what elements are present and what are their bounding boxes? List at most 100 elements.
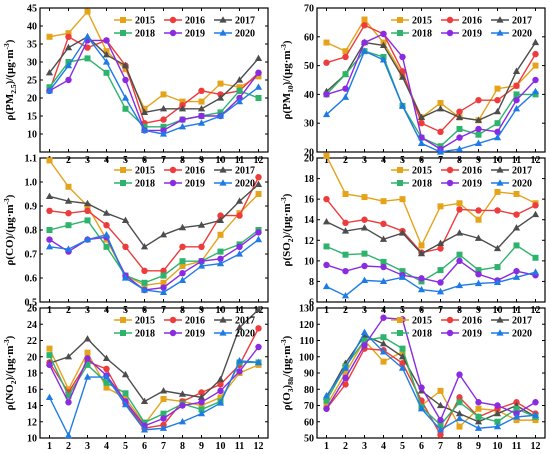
data-point (217, 248, 224, 255)
data-point (121, 274, 130, 281)
y-tick-label: 26 (27, 304, 37, 315)
data-point (178, 417, 187, 425)
data-point (513, 191, 520, 197)
data-point (380, 334, 387, 341)
data-point (494, 418, 501, 425)
legend-item-2019: 2019 (164, 29, 205, 40)
data-point (398, 229, 407, 236)
data-point (475, 413, 482, 420)
data-point (513, 211, 520, 218)
y-tick-label: 80 (304, 385, 314, 396)
series-line-2017 (48, 35, 260, 114)
data-point (160, 396, 167, 402)
data-point (122, 76, 129, 84)
legend-item-2017: 2017 (491, 16, 532, 27)
data-point (418, 275, 425, 282)
data-point (159, 387, 168, 394)
y-axis-label: ρ(O3)8h/(μg·m-3) (279, 335, 295, 410)
data-point (437, 416, 444, 424)
data-point (417, 113, 426, 121)
data-point (475, 125, 482, 133)
series-line-2019 (325, 317, 536, 422)
y-tick-label: 0.8 (25, 226, 38, 237)
x-tick-label: 4 (104, 441, 109, 452)
data-point (236, 87, 243, 94)
data-point (512, 67, 521, 74)
legend-label: 2018 (412, 179, 432, 190)
legend-label: 2019 (185, 29, 205, 40)
data-point (398, 273, 407, 280)
series-line-2018 (326, 244, 536, 283)
data-point (455, 414, 464, 422)
legend-item-2015: 2015 (114, 316, 155, 327)
data-point (360, 276, 369, 283)
data-point (380, 314, 387, 321)
legend-marker (169, 316, 177, 324)
series-line-2017 (325, 334, 536, 423)
data-point (323, 405, 330, 412)
data-point (417, 249, 426, 257)
x-tick-label: 10 (493, 441, 503, 452)
legend-marker (446, 329, 454, 337)
data-point (513, 405, 520, 412)
data-point (513, 417, 520, 424)
legend-item-2015: 2015 (114, 16, 155, 27)
series-2020 (45, 33, 263, 137)
y-tick-label: 6 (309, 298, 314, 309)
data-point (475, 399, 482, 406)
data-point (456, 399, 463, 406)
data-point (380, 30, 387, 38)
data-point (160, 410, 167, 417)
data-point (379, 235, 388, 242)
y-tick-label: 15 (27, 112, 37, 123)
data-point (198, 98, 205, 105)
legend-item-2020: 2020 (214, 329, 255, 340)
y-axis-label: ρ(PM10)/(μg·m-3) (279, 40, 295, 119)
legend: 2015 2016 2017 2018 2019 2020 (391, 16, 532, 40)
y-tick-label: 30 (27, 58, 37, 69)
data-point (254, 235, 263, 243)
data-point (45, 87, 54, 94)
legend-label: 2015 (135, 166, 155, 177)
data-point (178, 390, 187, 397)
y-tick-label: 0.5 (25, 298, 38, 309)
y-tick-label: 70 (304, 401, 314, 412)
data-point (322, 217, 331, 225)
data-point (160, 267, 167, 274)
legend: 2015 2016 2017 2018 2019 2020 (114, 166, 255, 190)
legend-item-2015: 2015 (391, 316, 432, 327)
data-point (493, 278, 502, 286)
data-point (342, 251, 349, 258)
y-tick-label: 130 (299, 304, 314, 315)
data-point (323, 397, 330, 404)
data-point (475, 131, 482, 138)
series-2020 (45, 357, 263, 439)
y-tick-label: 16 (27, 385, 37, 396)
data-point (417, 285, 426, 293)
data-point (512, 413, 521, 420)
data-point (83, 235, 92, 243)
data-point (122, 105, 129, 112)
legend-marker (496, 179, 504, 186)
data-point (198, 399, 205, 406)
legend-label: 2017 (512, 316, 532, 327)
data-point (323, 152, 330, 159)
series-2019 (323, 314, 539, 424)
x-tick-label: 3 (362, 441, 367, 452)
data-point (160, 284, 167, 291)
legend-label: 2020 (235, 329, 255, 340)
data-point (455, 145, 464, 152)
data-point (140, 243, 149, 250)
data-point (513, 242, 520, 249)
data-point (255, 73, 262, 80)
data-point (474, 279, 483, 287)
legend-label: 2019 (462, 179, 482, 190)
data-point (532, 399, 539, 406)
data-point (437, 431, 444, 438)
data-point (455, 229, 464, 236)
x-tick-label: 10 (216, 441, 226, 452)
data-point (513, 267, 520, 275)
legend-label: 2020 (235, 29, 255, 40)
